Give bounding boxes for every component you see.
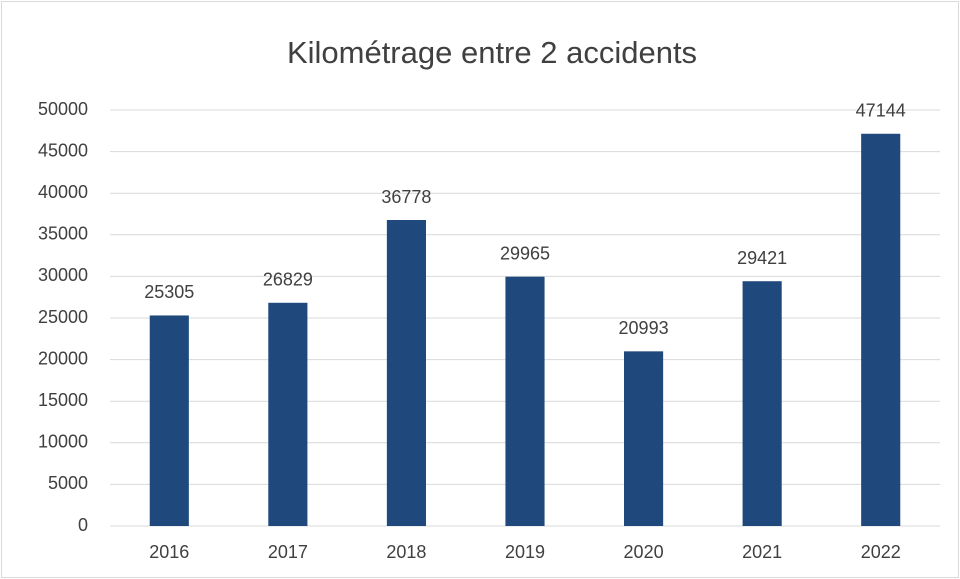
y-tick-label: 50000 (38, 99, 88, 119)
y-tick-label: 40000 (38, 182, 88, 202)
data-label: 26829 (263, 270, 313, 290)
y-tick-label: 35000 (38, 224, 88, 244)
bar (624, 351, 664, 526)
x-tick-label: 2022 (861, 542, 901, 562)
x-tick-label: 2021 (742, 542, 782, 562)
data-label: 29965 (500, 243, 550, 263)
chart-title: Kilométrage entre 2 accidents (287, 35, 697, 70)
bar (861, 133, 901, 527)
y-tick-label: 20000 (38, 348, 88, 368)
data-label: 36778 (381, 187, 431, 207)
bar (386, 220, 426, 527)
y-tick-label: 10000 (38, 432, 88, 452)
y-tick-label: 5000 (48, 473, 88, 493)
bar (268, 302, 308, 526)
y-tick-label: 30000 (38, 265, 88, 285)
data-label: 47144 (856, 101, 906, 121)
x-tick-label: 2017 (268, 542, 308, 562)
bar (505, 276, 545, 526)
x-tick-label: 2018 (386, 542, 426, 562)
y-tick-label: 45000 (38, 140, 88, 160)
y-tick-label: 15000 (38, 390, 88, 410)
y-tick-label: 25000 (38, 307, 88, 327)
data-label: 29421 (737, 248, 787, 268)
x-tick-label: 2019 (505, 542, 545, 562)
y-tick-label: 0 (78, 515, 88, 535)
bar (742, 281, 782, 526)
data-label: 20993 (619, 318, 669, 338)
x-tick-label: 2020 (624, 542, 664, 562)
bar (149, 315, 189, 526)
data-label: 25305 (144, 282, 194, 302)
x-tick-label: 2016 (149, 542, 189, 562)
